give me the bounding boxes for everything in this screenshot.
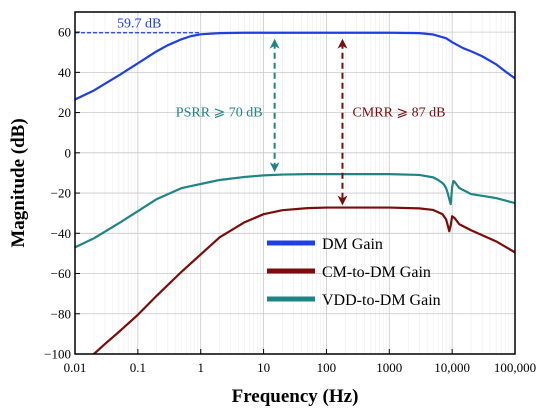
x-tick-label: 0.1 bbox=[130, 360, 146, 375]
y-tick-label: −100 bbox=[44, 347, 71, 362]
y-tick-label: −20 bbox=[51, 186, 71, 201]
y-tick-label: −60 bbox=[51, 266, 71, 281]
axis-ticks: 0.01 0.1 1 10 100 1000 10,000 100,000 60 40 20 0 −20… bbox=[44, 25, 536, 375]
y-tick-label: −80 bbox=[51, 306, 71, 321]
legend: DM Gain CM-to-DM Gain VDD-to-DM Gain bbox=[267, 236, 441, 309]
x-tick-label: 10,000 bbox=[434, 360, 470, 375]
plot-frame bbox=[74, 11, 516, 355]
x-tick-label: 0.01 bbox=[64, 360, 87, 375]
series-layer bbox=[75, 31, 515, 354]
cmrr-label: CMRR ⩾ 87 dB bbox=[352, 106, 445, 121]
legend-label-cm-to-dm-gain: CM-to-DM Gain bbox=[322, 264, 431, 281]
x-axis-title: Frequency (Hz) bbox=[232, 386, 359, 407]
y-tick-label: 0 bbox=[65, 145, 72, 160]
legend-label-dm-gain: DM Gain bbox=[322, 236, 383, 253]
grid bbox=[74, 12, 516, 355]
y-tick-label: 20 bbox=[58, 105, 71, 120]
psrr-label: PSRR ⩾ 70 dB bbox=[176, 106, 263, 121]
x-tick-label: 100,000 bbox=[494, 360, 536, 375]
peak-annotation-label: 59.7 dB bbox=[117, 17, 161, 32]
y-axis-title: Magnitude (dB) bbox=[8, 118, 29, 247]
annotations: 59.7 dB PSRR ⩾ 70 dB CMRR ⩾ 87 dB bbox=[75, 17, 446, 206]
y-tick-label: 60 bbox=[58, 25, 71, 40]
x-tick-label: 1000 bbox=[376, 360, 402, 375]
legend-label-vdd-to-dm-gain: VDD-to-DM Gain bbox=[322, 292, 441, 309]
series-line-vdd-to-dm-gain bbox=[75, 173, 515, 249]
x-tick-label: 100 bbox=[317, 360, 337, 375]
series-line-cm-to-dm-gain bbox=[92, 206, 515, 354]
y-tick-label: 40 bbox=[58, 65, 71, 80]
x-tick-label: 1 bbox=[197, 360, 204, 375]
arrowhead bbox=[269, 38, 280, 49]
arrowhead bbox=[269, 162, 280, 173]
y-tick-label: −40 bbox=[51, 226, 71, 241]
series-line-dm-gain bbox=[75, 31, 515, 101]
x-tick-label: 10 bbox=[257, 360, 270, 375]
arrowhead bbox=[337, 195, 348, 206]
arrowhead bbox=[337, 38, 348, 49]
